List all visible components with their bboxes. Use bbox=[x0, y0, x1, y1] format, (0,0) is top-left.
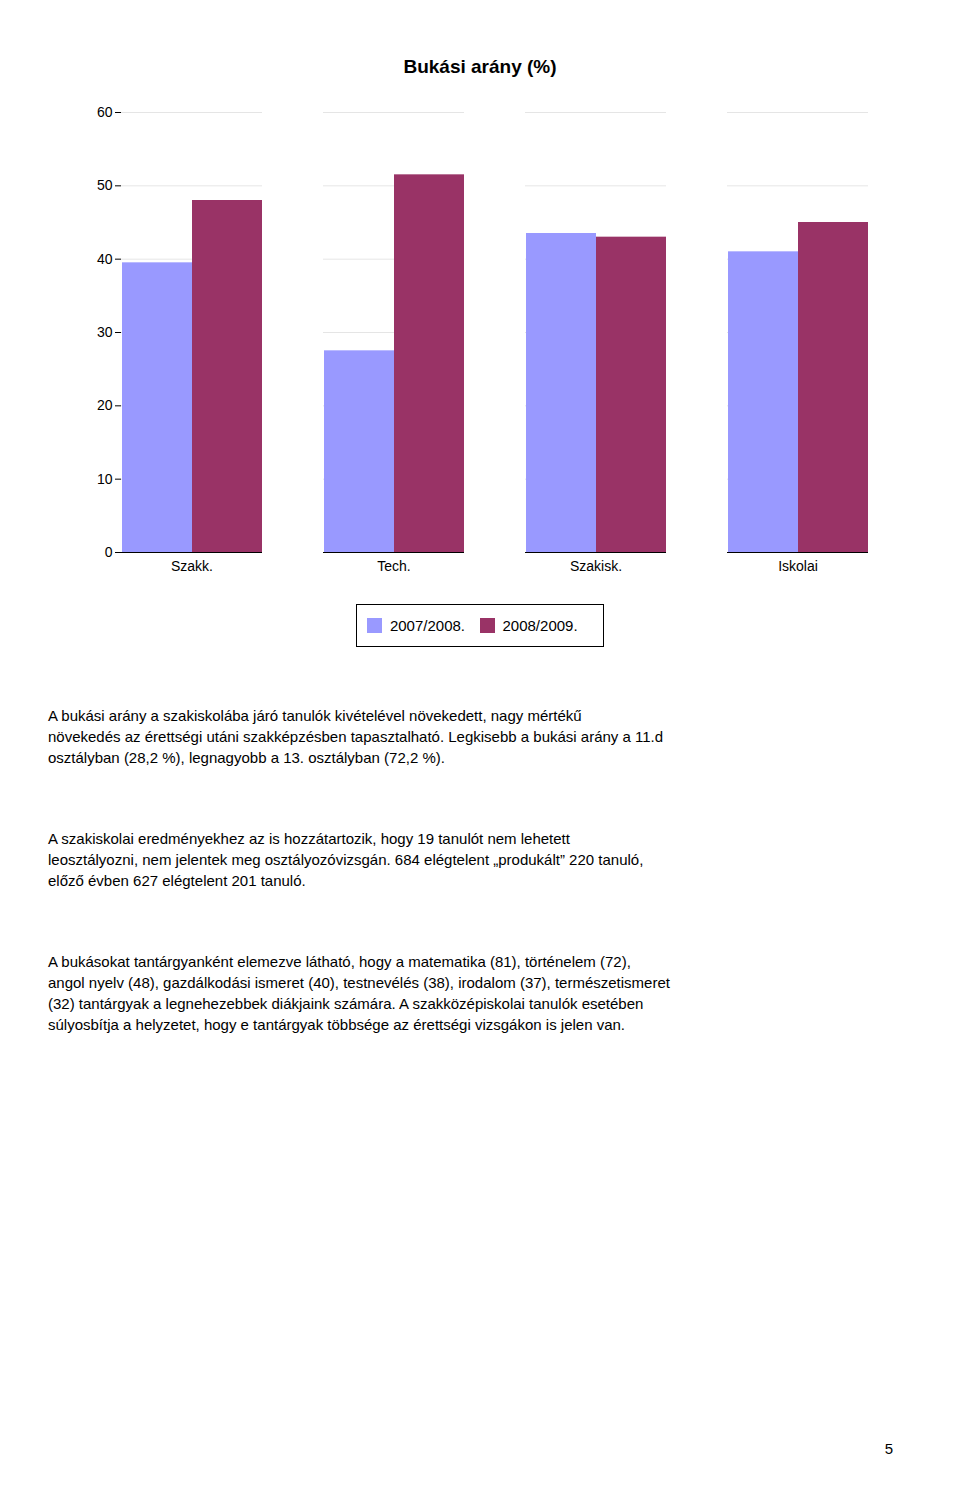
html-text:A szakiskolai eredményekhez az: A szakiskolai eredményekhez az is hozzát… bbox=[48, 829, 644, 889]
html-text:5: 5 bbox=[884, 1440, 893, 1457]
html-text:2008/2009.: 2008/2009. bbox=[502, 617, 578, 634]
html-text:Bukási arány (%): Bukási arány (%) bbox=[403, 56, 557, 77]
html-text:A bukásokat tantárgyanként ele: A bukásokat tantárgyanként elemezve láth… bbox=[48, 952, 670, 1033]
svg-text:20: 20 bbox=[97, 397, 113, 413]
svg-text:40: 40 bbox=[97, 251, 113, 267]
svg-text:Szakk.: Szakk. bbox=[171, 558, 213, 574]
svg-text:60: 60 bbox=[97, 104, 113, 120]
svg-text:Szakisk.: Szakisk. bbox=[570, 558, 622, 574]
svg-text:0: 0 bbox=[105, 544, 113, 560]
html-text:A bukási arány a szakiskolába: A bukási arány a szakiskolába járó tanul… bbox=[48, 706, 664, 766]
html-text:2007/2008.: 2007/2008. bbox=[389, 617, 465, 634]
svg-text:30: 30 bbox=[97, 324, 113, 340]
svg-text:Iskolai: Iskolai bbox=[778, 558, 818, 574]
svg-text:50: 50 bbox=[97, 177, 113, 193]
svg-text:10: 10 bbox=[97, 471, 113, 487]
svg-text:Tech.: Tech. bbox=[377, 558, 410, 574]
